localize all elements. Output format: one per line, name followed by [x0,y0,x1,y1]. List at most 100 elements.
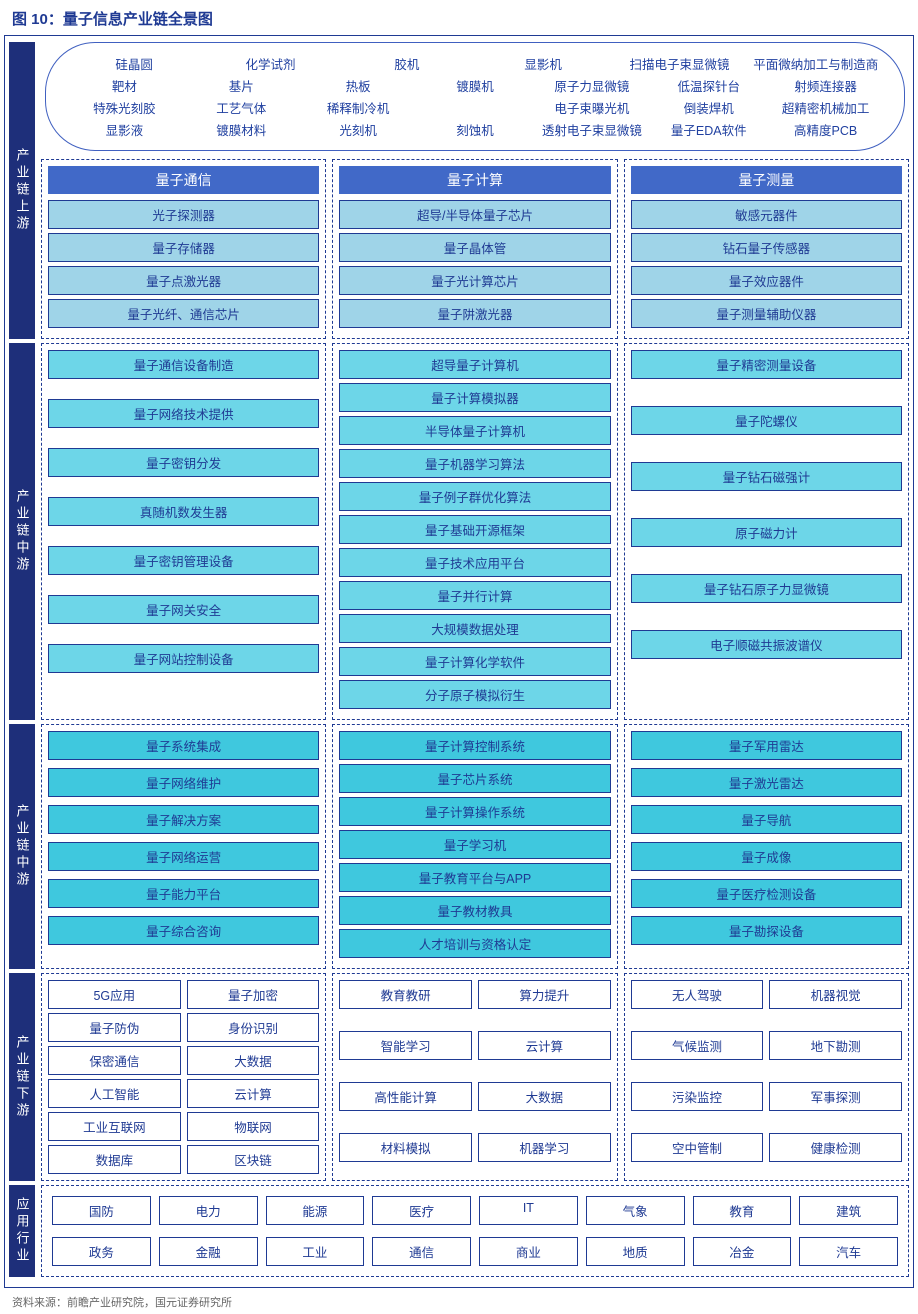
item-box: 量子钻石磁强计 [631,462,902,491]
cloud-item: 热板 [300,76,417,95]
app-item: 商业 [479,1237,578,1266]
item-box: 量子导航 [631,805,902,834]
item-box: 机器学习 [478,1133,611,1162]
header-calc: 量子计算 [339,166,610,194]
stage-label-upstream: 产业链上游 [9,42,35,339]
cloud-item: 扫描电子束显微镜 [611,54,747,73]
app-item: 气象 [586,1196,685,1225]
cloud-item: 原子力显微镜 [533,76,650,95]
item-box: 量子教材教具 [339,896,610,925]
item-box: 量子医疗检测设备 [631,879,902,908]
item-box: 保密通信 [48,1046,181,1075]
stage-label-mid-a: 产业链中游 [9,343,35,720]
cloud-item: 显影机 [475,54,611,73]
col-comm-2: 量子通信设备制造量子网络技术提供量子密钥分发真随机数发生器量子密钥管理设备量子网… [41,343,326,720]
item-box: 区块链 [187,1145,320,1174]
item-box: 算力提升 [478,980,611,1009]
item-box: 气候监测 [631,1031,764,1060]
stage-downstream: 产业链下游 5G应用量子加密量子防伪身份识别保密通信大数据人工智能云计算工业互联… [9,973,909,1181]
item-box: 电子顺磁共振波谱仪 [631,630,902,659]
item-box: 超导量子计算机 [339,350,610,379]
figure-source: 资料来源：前瞻产业研究院，国元证券研究所 [12,1294,914,1310]
col-meas-4: 无人驾驶机器视觉气候监测地下勘测污染监控军事探测空中管制健康检测 [624,973,909,1181]
item-box: 机器视觉 [769,980,902,1009]
cloud-item: 基片 [183,76,300,95]
item-box: 量子例子群优化算法 [339,482,610,511]
item-box: 云计算 [478,1031,611,1060]
app-item: 能源 [266,1196,365,1225]
item-box: 量子综合咨询 [48,916,319,945]
item-box: 大数据 [187,1046,320,1075]
item-box: 量子机器学习算法 [339,449,610,478]
item-box: 工业互联网 [48,1112,181,1141]
cloud-item: 射频连接器 [767,76,884,95]
cloud-item: 工艺气体 [183,98,300,117]
item-box: 量子防伪 [48,1013,181,1042]
item-box: 量子成像 [631,842,902,871]
col-meas-3: 量子军用雷达量子激光雷达量子导航量子成像量子医疗检测设备量子勘探设备 [624,724,909,969]
cloud-item: 镀膜机 [417,76,534,95]
stage-label-downstream: 产业链下游 [9,973,35,1181]
item-box: 材料模拟 [339,1133,472,1162]
app-item: 电力 [159,1196,258,1225]
item-box: 量子陀螺仪 [631,406,902,435]
item-box: 量子效应器件 [631,266,902,295]
app-item: 冶金 [693,1237,792,1266]
stage-label-mid-b: 产业链中游 [9,724,35,969]
item-box: 高性能计算 [339,1082,472,1111]
header-comm: 量子通信 [48,166,319,194]
app-item: 教育 [693,1196,792,1225]
item-box: 量子加密 [187,980,320,1009]
item-box: 量子解决方案 [48,805,319,834]
item-box: 数据库 [48,1145,181,1174]
item-box: 量子并行计算 [339,581,610,610]
item-box: 量子教育平台与APP [339,863,610,892]
item-box: 光子探测器 [48,200,319,229]
item-box: 身份识别 [187,1013,320,1042]
cloud-item: 电子束曝光机 [533,98,650,117]
item-box: 量子钻石原子力显微镜 [631,574,902,603]
item-box: 量子网络运营 [48,842,319,871]
col-comm-4: 5G应用量子加密量子防伪身份识别保密通信大数据人工智能云计算工业互联网物联网数据… [41,973,326,1181]
app-item: 地质 [586,1237,685,1266]
upstream-cloud: 硅晶圆化学试剂胶机显影机扫描电子束显微镜平面微纳加工与制造商 靶材基片热板镀膜机… [45,42,905,151]
app-item: IT [479,1196,578,1225]
item-box: 物联网 [187,1112,320,1141]
col-calc-2: 超导量子计算机量子计算模拟器半导体量子计算机量子机器学习算法量子例子群优化算法量… [332,343,617,720]
app-item: 国防 [52,1196,151,1225]
diagram-frame: 产业链上游 硅晶圆化学试剂胶机显影机扫描电子束显微镜平面微纳加工与制造商 靶材基… [4,35,914,1288]
cloud-item: 化学试剂 [202,54,338,73]
item-box: 半导体量子计算机 [339,416,610,445]
item-box: 污染监控 [631,1082,764,1111]
cloud-item: 平面微纳加工与制造商 [748,54,884,73]
item-box: 地下勘测 [769,1031,902,1060]
item-box: 量子阱激光器 [339,299,610,328]
item-box: 量子点激光器 [48,266,319,295]
cloud-item: 特殊光刻胶 [66,98,183,117]
item-box: 量子系统集成 [48,731,319,760]
item-box: 量子激光雷达 [631,768,902,797]
stage-upstream: 产业链上游 硅晶圆化学试剂胶机显影机扫描电子束显微镜平面微纳加工与制造商 靶材基… [9,42,909,339]
item-box: 敏感元器件 [631,200,902,229]
item-box: 超导/半导体量子芯片 [339,200,610,229]
item-box: 5G应用 [48,980,181,1009]
cloud-item: 显影液 [66,120,183,139]
col-calc-3: 量子计算控制系统量子芯片系统量子计算操作系统量子学习机量子教育平台与APP量子教… [332,724,617,969]
item-box: 量子能力平台 [48,879,319,908]
item-box: 大规模数据处理 [339,614,610,643]
col-calc-1: 量子计算 超导/半导体量子芯片量子晶体管量子光计算芯片量子阱激光器 [332,159,617,339]
app-item: 工业 [266,1237,365,1266]
item-box: 原子磁力计 [631,518,902,547]
cloud-item: 量子EDA软件 [650,120,767,139]
item-box: 量子测量辅助仪器 [631,299,902,328]
app-item: 金融 [159,1237,258,1266]
cloud-item: 刻蚀机 [417,120,534,139]
item-box: 大数据 [478,1082,611,1111]
cloud-item: 硅晶圆 [66,54,202,73]
stage-mid-b: 产业链中游 量子系统集成量子网络维护量子解决方案量子网络运营量子能力平台量子综合… [9,724,909,969]
item-box: 量子计算控制系统 [339,731,610,760]
item-box: 量子密钥管理设备 [48,546,319,575]
col-meas-2: 量子精密测量设备量子陀螺仪量子钻石磁强计原子磁力计量子钻石原子力显微镜电子顺磁共… [624,343,909,720]
header-meas: 量子测量 [631,166,902,194]
item-box: 量子通信设备制造 [48,350,319,379]
